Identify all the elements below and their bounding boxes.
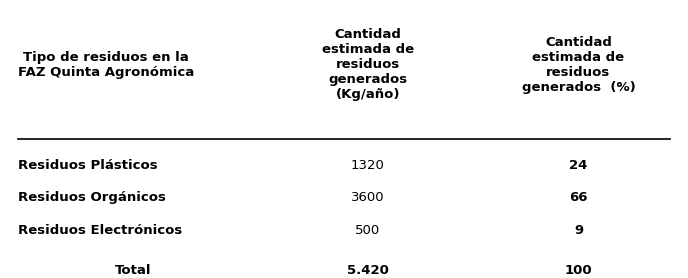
Text: Cantidad
estimada de
residuos
generados
(Kg/año): Cantidad estimada de residuos generados … (322, 28, 414, 101)
Text: 3600: 3600 (351, 191, 385, 204)
Text: Cantidad
estimada de
residuos
generados  (%): Cantidad estimada de residuos generados … (522, 36, 635, 94)
Text: Residuos Plásticos: Residuos Plásticos (18, 158, 158, 172)
Text: 5.420: 5.420 (347, 264, 389, 277)
Text: Total: Total (115, 264, 151, 277)
Text: 1320: 1320 (351, 158, 385, 172)
Text: 66: 66 (569, 191, 588, 204)
Text: 100: 100 (565, 264, 592, 277)
Text: 9: 9 (574, 224, 583, 237)
Text: Residuos Electrónicos: Residuos Electrónicos (18, 224, 182, 237)
Text: Residuos Orgánicos: Residuos Orgánicos (18, 191, 166, 204)
Text: 24: 24 (569, 158, 588, 172)
Text: 500: 500 (355, 224, 380, 237)
Text: Tipo de residuos en la
FAZ Quinta Agronómica: Tipo de residuos en la FAZ Quinta Agronó… (18, 51, 194, 79)
